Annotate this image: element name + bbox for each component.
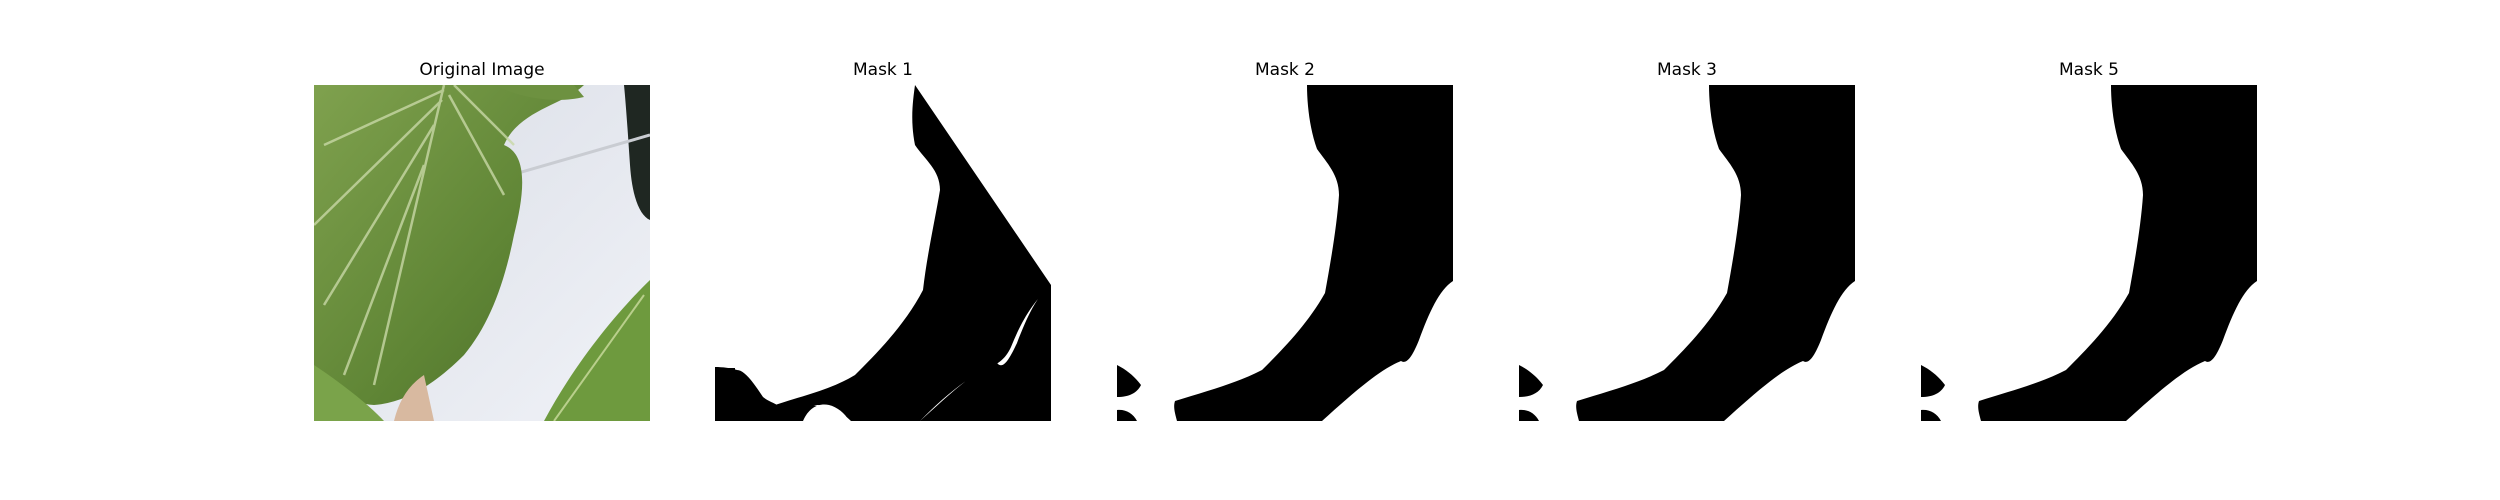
mask-2-title: Mask 2 [1254, 60, 1315, 80]
mask-5-title: Mask 5 [2058, 60, 2119, 80]
mask-1-title: Mask 1 [852, 60, 913, 80]
original-image [314, 85, 650, 421]
mask-1-image [715, 85, 1051, 421]
mask-5 [1921, 85, 2257, 421]
mask-2 [1117, 85, 1453, 421]
mask-5-image [1921, 85, 2257, 421]
mask-3 [1519, 85, 1855, 421]
leaf-photo [314, 85, 650, 421]
mask-3-image [1519, 85, 1855, 421]
mask-2-image [1117, 85, 1453, 421]
original-image-title: Original Image [419, 60, 545, 80]
mask-3-title: Mask 3 [1656, 60, 1717, 80]
mask-1 [715, 85, 1051, 421]
